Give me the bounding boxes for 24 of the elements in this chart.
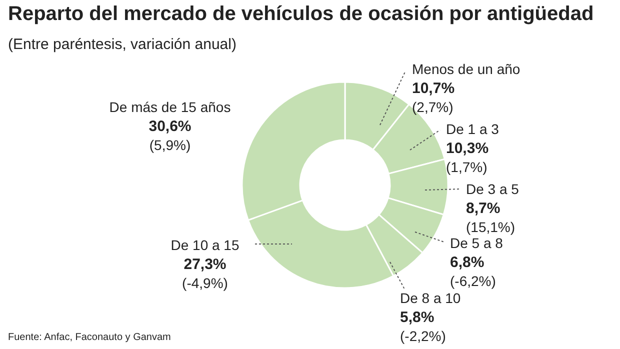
slice-label: De 5 a 8: [450, 235, 504, 251]
text: (5,9%): [149, 137, 191, 153]
data-label: 30,6%: [148, 118, 192, 135]
slice-label: De 3 a 5: [466, 181, 520, 197]
text: (15,1%): [466, 219, 516, 235]
slice-label: De más de 15 años: [109, 99, 231, 115]
chart-title: Reparto del mercado de vehículos de ocasión por antigüedad: [8, 3, 594, 25]
data-label: 27,3%: [184, 256, 226, 273]
text: (1,7%): [446, 159, 488, 175]
data-label: 10,3%: [446, 140, 489, 157]
data-label: 8,7%: [466, 200, 500, 217]
text: (-4,9%): [182, 275, 228, 291]
data-label: 5,8%: [400, 309, 434, 326]
slice-label: De 8 a 10: [400, 290, 461, 306]
chart-subtitle: (Entre paréntesis, variación anual): [8, 36, 236, 53]
text: (2,7%): [412, 99, 454, 115]
slice-label: De 10 a 15: [170, 237, 240, 253]
data-label: 6,8%: [450, 254, 484, 271]
text: (-6,2%): [450, 273, 496, 289]
slice-label: Menos de un año: [412, 61, 520, 77]
source-note: Fuente: Anfac, Faconauto y Ganvam: [8, 332, 171, 343]
data-label: 10,7%: [412, 80, 455, 97]
text: (-2,2%): [400, 328, 446, 344]
slice-label: De 1 a 3: [446, 121, 500, 137]
